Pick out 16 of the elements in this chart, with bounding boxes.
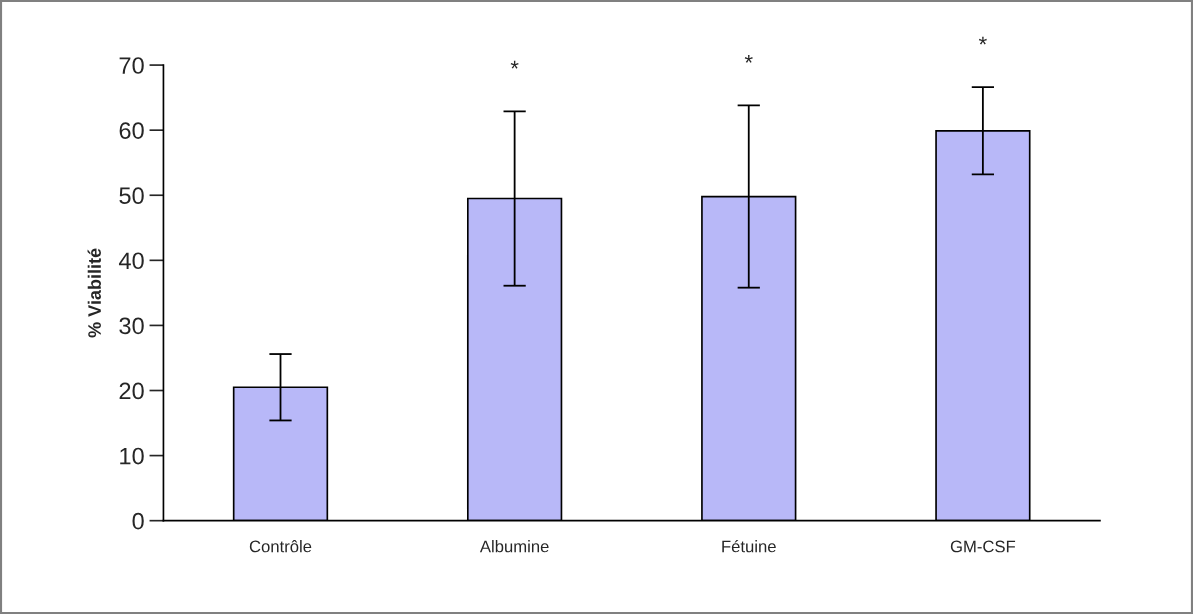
annotation: *: [510, 60, 519, 69]
x-tick-label: Contrôle: [249, 540, 312, 553]
text: *: [744, 54, 753, 63]
y-tick-label: 30: [119, 317, 144, 335]
y-axis-title: % Viabilité: [87, 248, 101, 338]
y-tick-label: 10: [120, 447, 144, 465]
x-tick-label: Albumine: [479, 540, 549, 553]
y-tick-label: 20: [119, 382, 144, 400]
y-tick-label: 40: [118, 252, 144, 270]
y-tick-label: 0: [132, 512, 144, 530]
y-tick-label: 50: [119, 187, 144, 205]
x-tick-label: Fétuine: [722, 539, 776, 553]
y-tick-label: 70: [119, 57, 144, 74]
text: *: [978, 36, 987, 45]
x-tick-label: GM-CSF: [950, 540, 1016, 553]
y-tick-label: 60: [119, 122, 144, 139]
